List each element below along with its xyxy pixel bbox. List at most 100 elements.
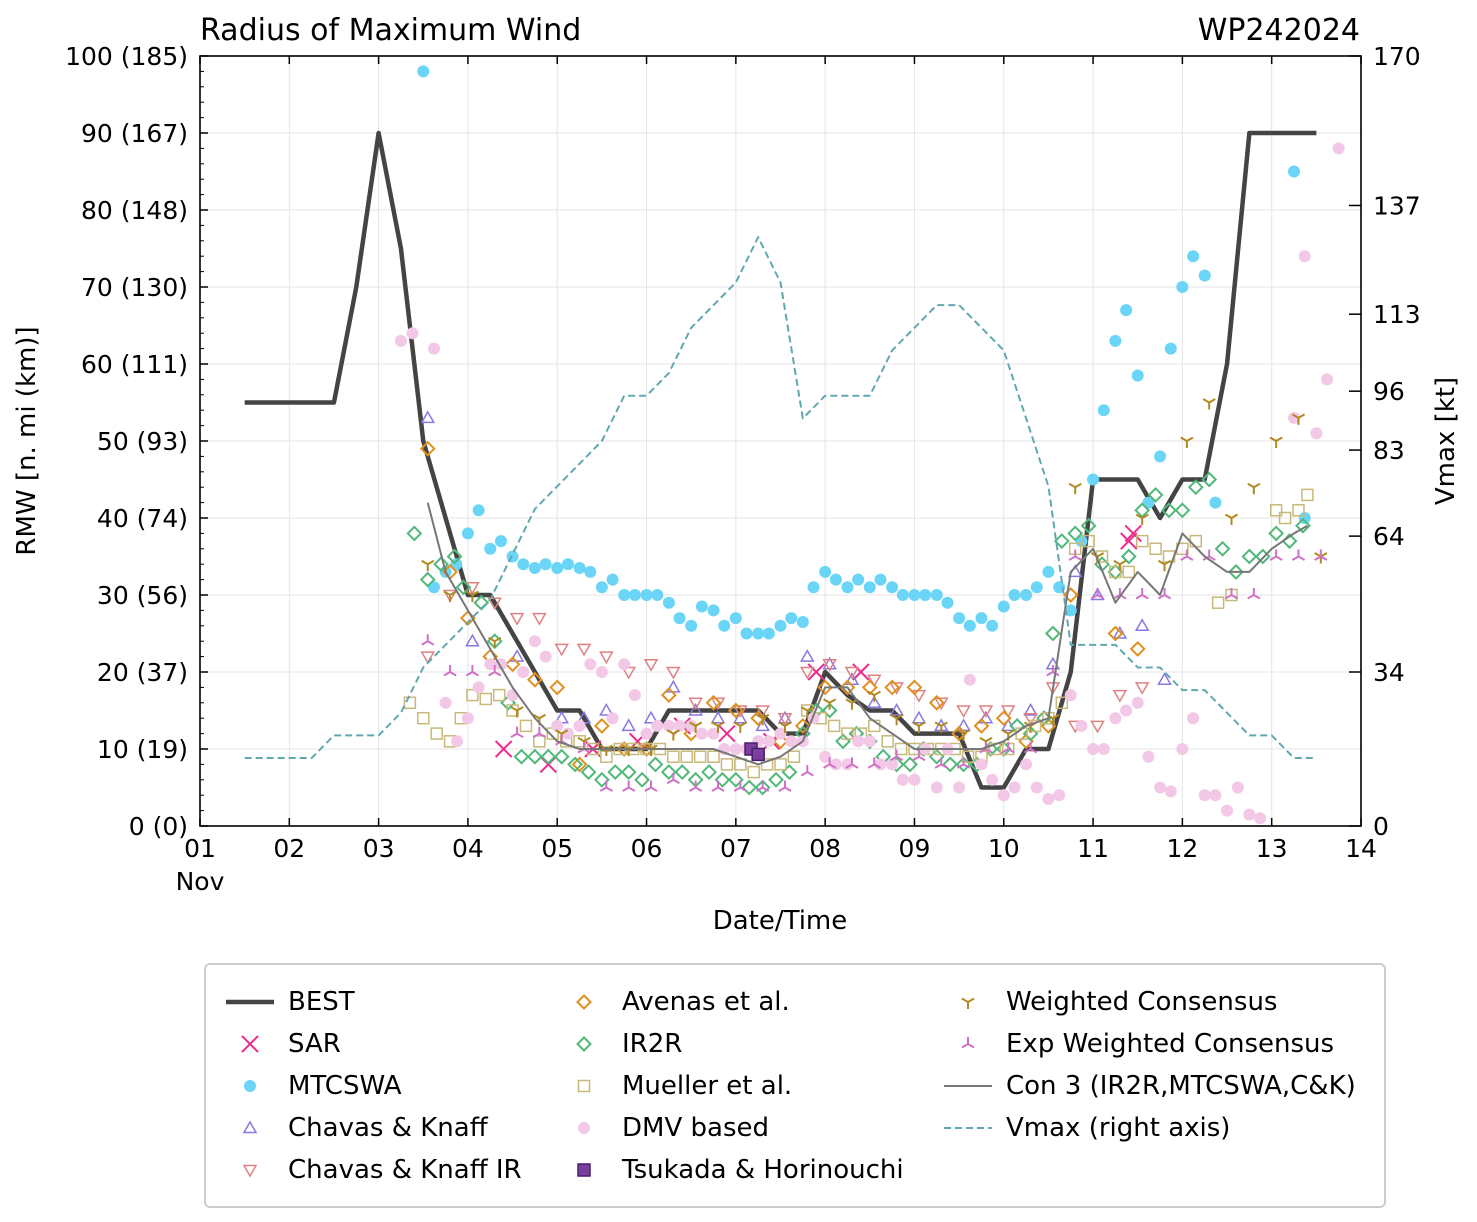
data-point (488, 636, 502, 649)
data-point (760, 758, 774, 771)
data-point (1211, 596, 1225, 609)
data-point (688, 697, 703, 711)
y2-tick-label: 170 (1373, 42, 1421, 71)
data-point (517, 558, 530, 571)
data-point (1090, 587, 1105, 601)
data-point (710, 697, 726, 711)
data-point (852, 735, 865, 748)
data-point (747, 765, 760, 779)
data-point (1030, 581, 1043, 594)
data-point (455, 579, 472, 596)
data-point (807, 581, 820, 594)
data-point (532, 726, 546, 738)
data-point (573, 719, 586, 732)
data-point (417, 65, 430, 78)
data-point (1278, 511, 1292, 525)
legend-item-ck: Chavas & Knaff (222, 1108, 488, 1148)
data-point (1042, 793, 1055, 806)
data-point (674, 764, 691, 781)
data-point (1187, 712, 1200, 725)
data-point (1224, 513, 1239, 525)
data-point (628, 589, 641, 601)
data-point (1142, 496, 1155, 509)
data-point (488, 665, 502, 677)
data-point (1161, 502, 1177, 519)
data-point (1247, 588, 1261, 600)
data-point (640, 727, 653, 740)
data-point (705, 694, 722, 711)
data-point (1120, 304, 1133, 317)
data-point (866, 695, 882, 709)
data-point (1241, 548, 1258, 565)
data-point (750, 710, 767, 727)
legend-item-ewcons: Exp Weighted Consensus (940, 1024, 1334, 1064)
series-avenas-et-al (419, 440, 1146, 773)
data-point (519, 719, 533, 733)
legend-item-mueller: Mueller et al. (556, 1066, 792, 1106)
data-point (800, 765, 814, 777)
data-point (554, 643, 569, 657)
legend-item-wcons: Weighted Consensus (940, 982, 1277, 1022)
data-point (711, 721, 725, 733)
data-point (666, 772, 680, 785)
data-point (573, 562, 586, 575)
data-point (711, 780, 725, 792)
data-point (911, 710, 927, 724)
data-point (1067, 525, 1084, 542)
data-point (1189, 534, 1203, 548)
data-point (894, 742, 908, 756)
data-point (1209, 789, 1222, 802)
data-point (461, 527, 474, 540)
data-point (1228, 563, 1244, 580)
y-tick-label: 50 (93) (97, 427, 188, 456)
legend-label: MTCSWA (288, 1071, 402, 1101)
data-point (606, 712, 619, 725)
data-point (394, 334, 407, 347)
data-point (951, 725, 968, 742)
data-point (919, 589, 932, 601)
y2-tick-label: 0 (1373, 812, 1389, 841)
data-point (889, 702, 904, 716)
data-point (751, 747, 765, 762)
data-point (997, 789, 1010, 802)
data-point (607, 764, 624, 781)
data-point (1135, 513, 1149, 525)
data-point (427, 342, 440, 355)
data-point (1053, 533, 1070, 550)
data-point (618, 658, 631, 671)
legend-label: Exp Weighted Consensus (1006, 1029, 1335, 1059)
series-dmv-based (394, 142, 1345, 825)
data-point (540, 748, 557, 765)
data-point (906, 679, 923, 696)
legend-marker (577, 1163, 591, 1177)
data-point (484, 542, 497, 555)
series-vmax-right-axis (244, 236, 1317, 760)
y-axis-label: RMW [n. mi (km)] (12, 326, 42, 555)
data-point (733, 780, 747, 792)
data-point (1068, 482, 1082, 495)
data-point (532, 612, 547, 626)
y-tick-label: 10 (19) (97, 735, 188, 764)
data-point (1134, 502, 1151, 519)
data-point (420, 651, 436, 665)
data-point (1157, 588, 1172, 600)
legend-swatch (226, 999, 274, 1005)
data-point (599, 702, 614, 716)
data-point (756, 780, 770, 792)
legend-marker (241, 1035, 259, 1053)
data-point (774, 619, 787, 632)
data-point (889, 682, 904, 695)
data-point (752, 627, 765, 640)
data-point (599, 780, 613, 792)
data-point (762, 627, 775, 640)
data-point (821, 702, 838, 719)
data-point (472, 504, 485, 517)
data-point (1030, 781, 1043, 794)
data-point (941, 596, 954, 609)
data-point (528, 562, 541, 575)
data-point (707, 727, 720, 740)
data-point (647, 756, 664, 773)
data-point (443, 590, 457, 602)
data-point (841, 581, 854, 594)
data-point (651, 719, 664, 732)
